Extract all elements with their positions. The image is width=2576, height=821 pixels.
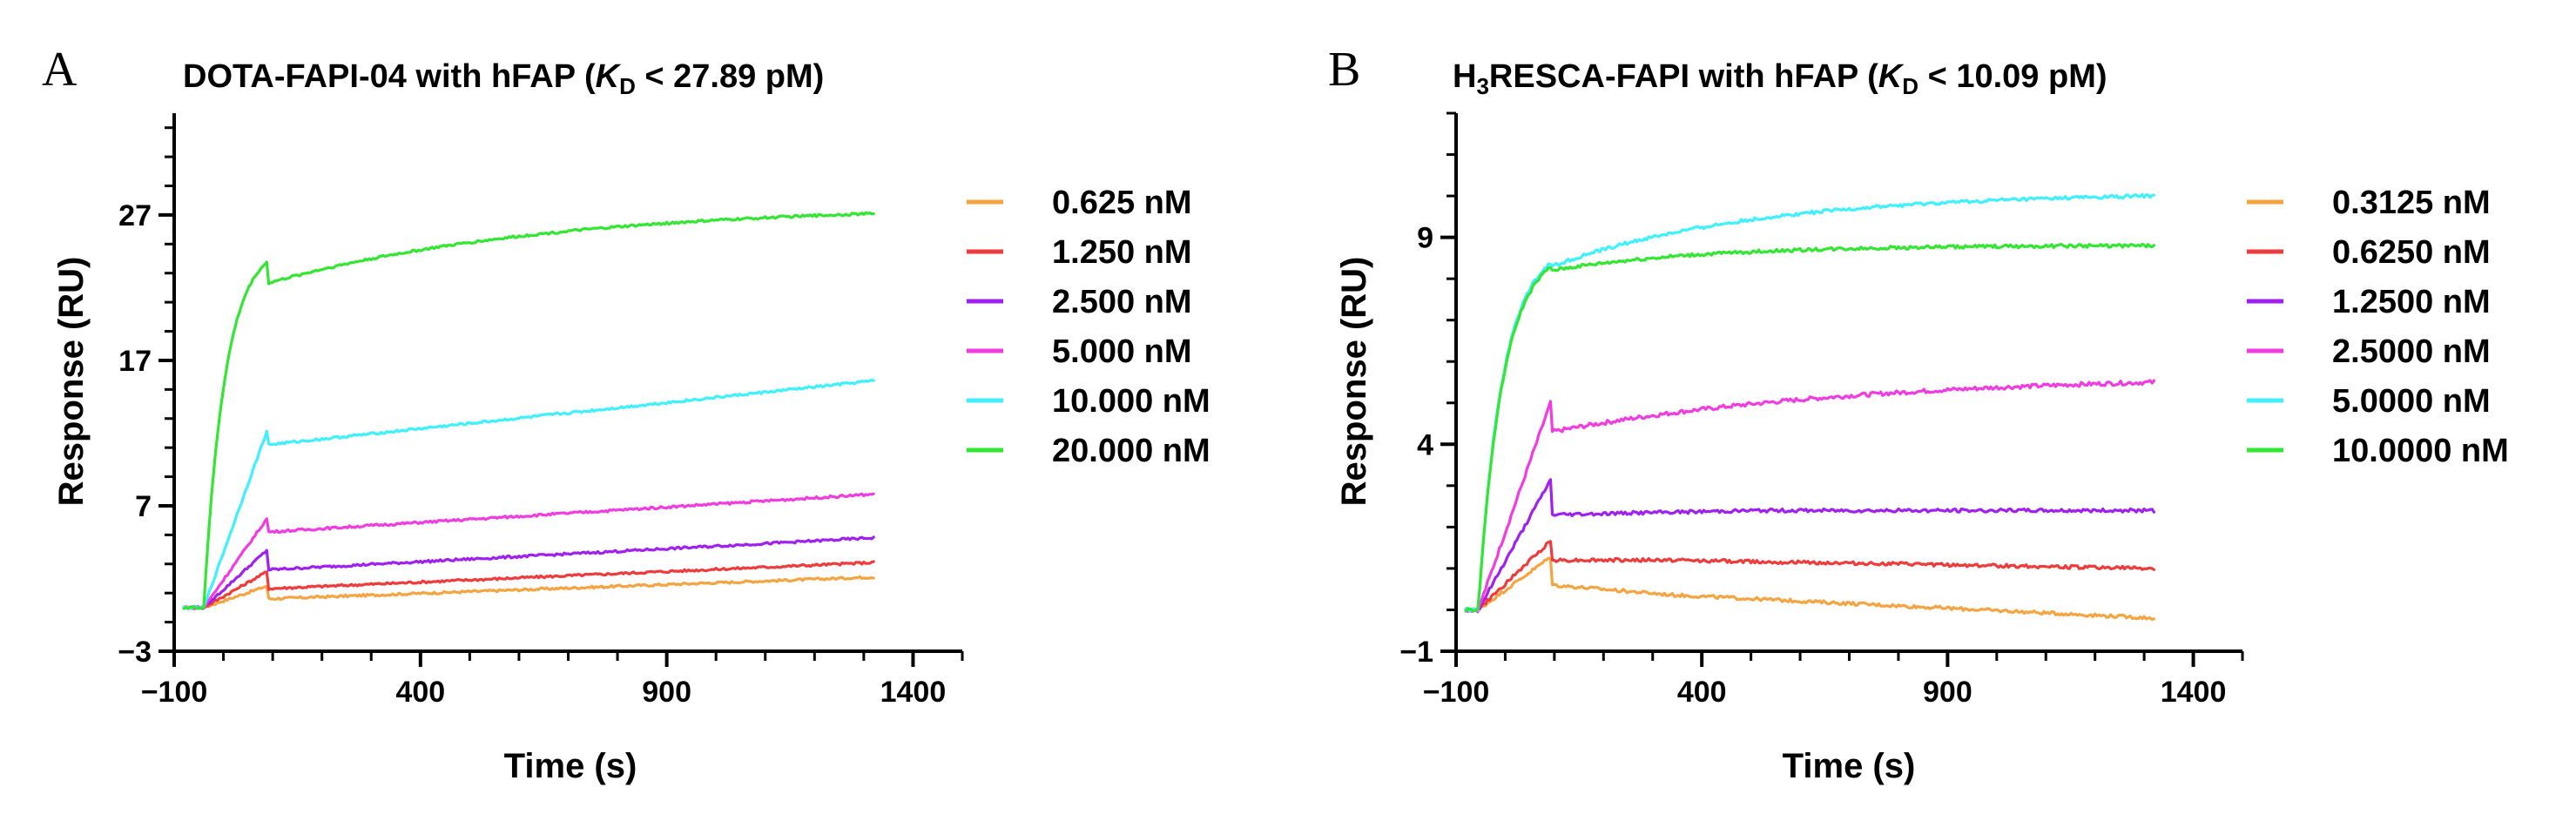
axes-a: −100 400 900 1400 −3 7 17 27 xyxy=(118,113,964,709)
legend-label: 5.000 nM xyxy=(1052,333,1192,370)
x-tick-label: 900 xyxy=(1923,676,1972,709)
x-tick-label: 1400 xyxy=(2161,676,2227,709)
y-tick-label: −3 xyxy=(118,636,152,669)
legend-label: 1.250 nM xyxy=(1052,234,1192,271)
legend-label: 5.0000 nM xyxy=(2332,383,2491,420)
x-tick-label: 900 xyxy=(642,676,691,709)
chart-title-a: DOTA-FAPI-04 with hFAP (KD < 27.89 pM) xyxy=(183,58,824,99)
y-tick-label: 27 xyxy=(118,199,152,232)
legend-b: 0.3125 nM 0.6250 nM 1.2500 nM 2.5000 nM 5.00… xyxy=(2247,185,2509,469)
x-axis-label-a: Time (s) xyxy=(504,747,637,785)
chart-title-b: H3RESCA-FAPI with hFAP (KD < 10.09 pM) xyxy=(1453,58,2107,99)
x-axis-label-b: Time (s) xyxy=(1783,747,1916,785)
legend-a: 0.625 nM 1.250 nM 2.500 nM 5.000 nM 10.000 n… xyxy=(967,185,1210,469)
panel-letter-a: A xyxy=(42,43,78,97)
legend-label: 10.000 nM xyxy=(1052,383,1210,420)
y-tick-label: 4 xyxy=(1417,428,1433,461)
legend-label: 2.5000 nM xyxy=(2332,333,2491,370)
x-tick-label: −100 xyxy=(141,676,208,709)
panel-a: A DOTA-FAPI-04 with hFAP (KD < 27.89 pM)… xyxy=(42,43,1210,785)
legend-label: 0.6250 nM xyxy=(2332,234,2491,271)
legend-label: 2.500 nM xyxy=(1052,284,1192,320)
series-line-5-0000-nm xyxy=(1464,192,2155,613)
series-line-2-5000-nm xyxy=(1464,379,2155,614)
x-tick-label: 400 xyxy=(395,676,445,709)
series-line-0-6250-nm xyxy=(1464,540,2155,613)
series-line-0-625-nm xyxy=(182,575,875,610)
series-line-0-3125-nm xyxy=(1464,556,2155,622)
y-axis-label-a: Response (RU) xyxy=(52,257,91,507)
series-line-1-250-nm xyxy=(182,560,875,610)
series-line-20-000-nm xyxy=(182,211,875,610)
legend-label: 0.3125 nM xyxy=(2332,185,2491,221)
legend-label: 0.625 nM xyxy=(1052,185,1192,221)
y-tick-label: 7 xyxy=(135,490,152,523)
legend-label: 10.0000 nM xyxy=(2332,433,2509,469)
plot-area-a xyxy=(182,211,875,610)
series-line-5-000-nm xyxy=(182,492,875,610)
y-axis-label-b: Response (RU) xyxy=(1335,257,1373,507)
y-tick-label: 17 xyxy=(118,345,152,378)
y-tick-label: 9 xyxy=(1417,222,1433,255)
plot-area-b xyxy=(1464,192,2155,622)
axes-b: −100 400 900 1400 −1 4 9 xyxy=(1399,111,2244,709)
x-tick-label: −100 xyxy=(1423,676,1490,709)
x-tick-label: 400 xyxy=(1677,676,1727,709)
legend-label: 20.000 nM xyxy=(1052,433,1210,469)
series-line-10-000-nm xyxy=(182,378,875,610)
series-line-10-0000-nm xyxy=(1464,242,2155,613)
y-tick-label: −1 xyxy=(1399,636,1433,669)
panel-letter-b: B xyxy=(1328,43,1360,97)
legend-label: 1.2500 nM xyxy=(2332,284,2491,320)
series-line-2-500-nm xyxy=(182,535,875,610)
series-line-1-2500-nm xyxy=(1464,478,2155,613)
panel-b: B H3RESCA-FAPI with hFAP (KD < 10.09 pM)… xyxy=(1328,43,2509,785)
x-tick-label: 1400 xyxy=(880,676,947,709)
